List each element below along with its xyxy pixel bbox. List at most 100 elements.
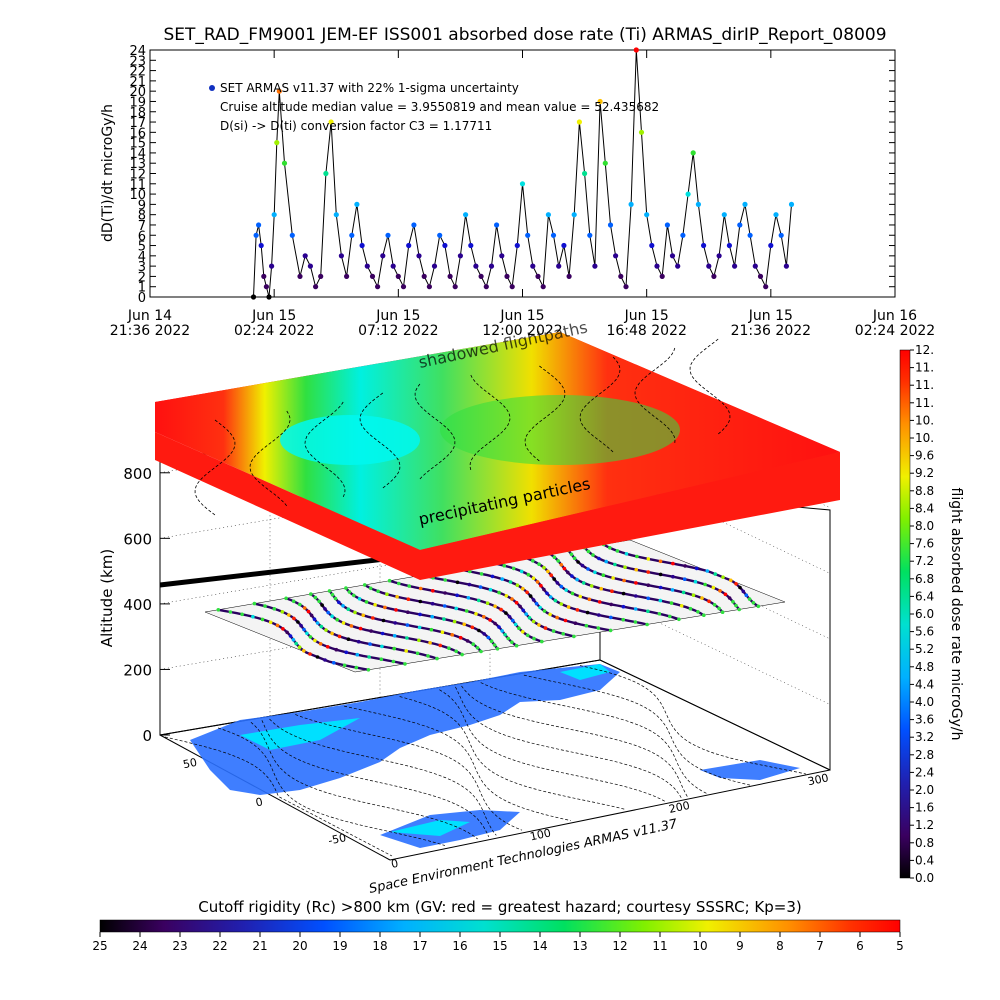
orbit-sample (341, 604, 345, 608)
orbit-sample (313, 638, 317, 643)
y-tick-label: 3 (138, 260, 146, 275)
orbit-sample (418, 599, 423, 604)
orbit-sample (482, 615, 486, 619)
orbit-sample (291, 599, 296, 604)
orbit-sample (610, 589, 614, 593)
orbit-sample (717, 606, 721, 611)
orbit-sample (500, 577, 505, 581)
x-tick-label-date: Jun 14 (127, 308, 172, 324)
orbit-sample (323, 658, 327, 662)
orbit-sample (492, 643, 497, 647)
ground-track (480, 682, 708, 794)
orbit-sample (415, 651, 420, 656)
series-point (468, 242, 474, 249)
orbit-sample (658, 559, 663, 564)
series-point (509, 284, 515, 290)
orbit-sample (418, 586, 423, 591)
orbit-sample (563, 618, 568, 623)
grid-line (599, 659, 831, 771)
orbit-sample (475, 646, 480, 650)
rc-tick-label: 11 (652, 939, 667, 953)
series-point (447, 273, 453, 279)
ground-track (269, 718, 497, 836)
orbit-sample (696, 610, 700, 614)
orbit-sample (553, 598, 558, 603)
series-point (649, 242, 655, 249)
rc-tick-label: 24 (132, 939, 147, 953)
orbit-sample (346, 607, 351, 611)
orbit-sample (727, 596, 732, 600)
orbit-sample (287, 613, 291, 617)
dose-tick-label: 10. (915, 413, 934, 427)
orbit-sample (524, 612, 528, 616)
orbit-sample (406, 610, 410, 614)
series-point (550, 232, 557, 238)
rc-tick-label: 22 (212, 939, 227, 953)
ground-track (217, 727, 445, 846)
series-point (395, 273, 401, 279)
slab-track (414, 383, 456, 480)
series-point (773, 212, 779, 218)
orbit-sample (572, 634, 576, 639)
orbit-sample (405, 636, 409, 640)
orbit-sample (707, 599, 711, 604)
longitude-tick-label: 300 (807, 771, 830, 788)
series-point (778, 232, 784, 238)
y-tick-label: 5 (138, 240, 146, 255)
orbit-sample (668, 614, 672, 619)
series-point (556, 263, 562, 269)
series-point (711, 273, 717, 279)
series-point (313, 284, 319, 290)
series-point (411, 222, 417, 228)
orbit-sample (517, 626, 521, 630)
orbit-sample (551, 629, 556, 633)
orbit-sample (741, 589, 746, 594)
orbit-sample (671, 561, 675, 566)
orbit-sample (497, 590, 501, 595)
orbit-sample (621, 591, 626, 596)
series-point (349, 232, 355, 238)
rc-tick-label: 13 (572, 939, 587, 953)
orbit-sample (599, 586, 603, 591)
longitude-ticks: 0 100 200 300 (390, 771, 830, 871)
orbit-sample (385, 592, 389, 596)
orbit-sample (711, 585, 716, 590)
series-point (628, 201, 634, 207)
orbit-sample (751, 601, 756, 605)
orbit-sample (570, 591, 575, 596)
orbit-sample (585, 610, 590, 615)
orbit-sample (440, 630, 445, 634)
rc-tick-label: 17 (412, 939, 427, 953)
altitude-tick-label: 800 (123, 465, 152, 483)
orbit-sample (368, 586, 373, 591)
altitude-label: Altitude (km) (98, 549, 116, 647)
orbit-sample (556, 559, 560, 563)
rc-tick-label: 6 (856, 939, 864, 953)
dose-tick-label: 5.2 (915, 642, 934, 656)
series-point (302, 253, 308, 259)
series-point (607, 222, 614, 228)
series-point (281, 160, 288, 166)
orbit-sample (548, 595, 553, 599)
series-point (406, 242, 412, 249)
orbit-sample (263, 604, 267, 608)
orbit-sample (297, 645, 302, 649)
orbit-sample (526, 572, 531, 577)
series-point (354, 201, 360, 207)
x-tick-label-date: Jun 15 (375, 308, 420, 324)
orbit-sample (470, 625, 475, 630)
y-tick-label: 17 (129, 116, 146, 131)
orbit-sample (342, 663, 347, 668)
orbit-sample (228, 610, 233, 614)
top-plot-series (250, 47, 795, 300)
orbit-sample (693, 579, 698, 584)
rc-tick-label: 8 (776, 939, 784, 953)
dose-tick-label: 11. (915, 396, 934, 410)
orbit-sample (518, 604, 522, 609)
orbit-sample (298, 602, 302, 607)
series-point (483, 284, 489, 290)
series-point (426, 284, 432, 290)
orbit-sample (688, 606, 693, 611)
orbit-sample (466, 596, 471, 600)
rc-tick-label: 7 (816, 939, 824, 953)
